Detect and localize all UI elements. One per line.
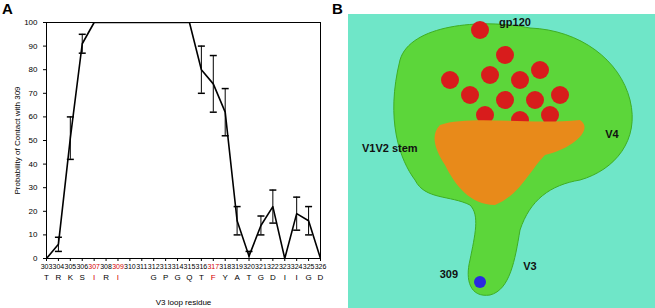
svg-text:G: G bbox=[151, 273, 157, 282]
svg-text:310: 310 bbox=[124, 263, 136, 270]
svg-text:313: 313 bbox=[160, 263, 172, 270]
svg-text:G: G bbox=[305, 273, 311, 282]
svg-text:V3: V3 bbox=[523, 260, 536, 272]
svg-text:0: 0 bbox=[33, 254, 38, 263]
svg-text:306: 306 bbox=[76, 263, 88, 270]
svg-text:312: 312 bbox=[148, 263, 160, 270]
svg-text:A: A bbox=[234, 273, 240, 282]
svg-text:303: 303 bbox=[41, 263, 53, 270]
svg-text:I: I bbox=[93, 273, 95, 282]
svg-text:V1V2 stem: V1V2 stem bbox=[362, 142, 418, 154]
svg-text:Q: Q bbox=[186, 273, 192, 282]
svg-text:Probability of Contact with 30: Probability of Contact with 309 bbox=[13, 86, 22, 195]
html-text:A: A bbox=[2, 0, 13, 17]
svg-text:G: G bbox=[174, 273, 180, 282]
svg-text:318: 318 bbox=[219, 263, 231, 270]
svg-text:80: 80 bbox=[29, 65, 38, 74]
svg-text:I: I bbox=[284, 273, 286, 282]
svg-text:323: 323 bbox=[279, 263, 291, 270]
svg-text:308: 308 bbox=[100, 263, 112, 270]
svg-text:Y: Y bbox=[223, 273, 229, 282]
svg-text:R: R bbox=[56, 273, 62, 282]
svg-text:I: I bbox=[296, 273, 298, 282]
svg-text:324: 324 bbox=[291, 263, 303, 270]
svg-text:40: 40 bbox=[29, 160, 38, 169]
svg-text:320: 320 bbox=[243, 263, 255, 270]
svg-text:V4: V4 bbox=[605, 128, 619, 140]
svg-text:F: F bbox=[211, 273, 216, 282]
svg-text:309: 309 bbox=[440, 268, 458, 280]
svg-text:70: 70 bbox=[29, 89, 38, 98]
svg-text:20: 20 bbox=[29, 207, 38, 216]
svg-text:322: 322 bbox=[267, 263, 279, 270]
svg-text:T: T bbox=[44, 273, 49, 282]
svg-text:K: K bbox=[68, 273, 74, 282]
svg-text:326: 326 bbox=[315, 263, 327, 270]
svg-text:314: 314 bbox=[172, 263, 184, 270]
svg-text:305: 305 bbox=[64, 263, 76, 270]
svg-text:311: 311 bbox=[136, 263, 147, 270]
svg-text:60: 60 bbox=[29, 112, 38, 121]
svg-text:V3 loop residue: V3 loop residue bbox=[156, 298, 212, 307]
svg-text:90: 90 bbox=[29, 42, 38, 51]
html-text:B: B bbox=[332, 0, 343, 17]
svg-text:319: 319 bbox=[231, 263, 243, 270]
svg-text:304: 304 bbox=[53, 263, 65, 270]
svg-text:10: 10 bbox=[29, 230, 38, 239]
svg-text:317: 317 bbox=[207, 263, 219, 270]
svg-text:325: 325 bbox=[303, 263, 315, 270]
svg-text:315: 315 bbox=[184, 263, 196, 270]
svg-text:100: 100 bbox=[24, 18, 38, 27]
svg-text:gp120: gp120 bbox=[499, 16, 531, 28]
svg-text:50: 50 bbox=[29, 136, 38, 145]
svg-text:30: 30 bbox=[29, 183, 38, 192]
svg-text:321: 321 bbox=[255, 263, 267, 270]
svg-text:P: P bbox=[163, 273, 168, 282]
svg-text:G: G bbox=[258, 273, 264, 282]
svg-text:S: S bbox=[80, 273, 85, 282]
svg-text:316: 316 bbox=[196, 263, 208, 270]
svg-text:T: T bbox=[247, 273, 252, 282]
svg-text:D: D bbox=[270, 273, 276, 282]
svg-text:R: R bbox=[103, 273, 109, 282]
svg-text:T: T bbox=[199, 273, 204, 282]
svg-text:307: 307 bbox=[88, 263, 100, 270]
svg-text:309: 309 bbox=[112, 263, 124, 270]
svg-text:D: D bbox=[318, 273, 324, 282]
svg-text:I: I bbox=[117, 273, 119, 282]
